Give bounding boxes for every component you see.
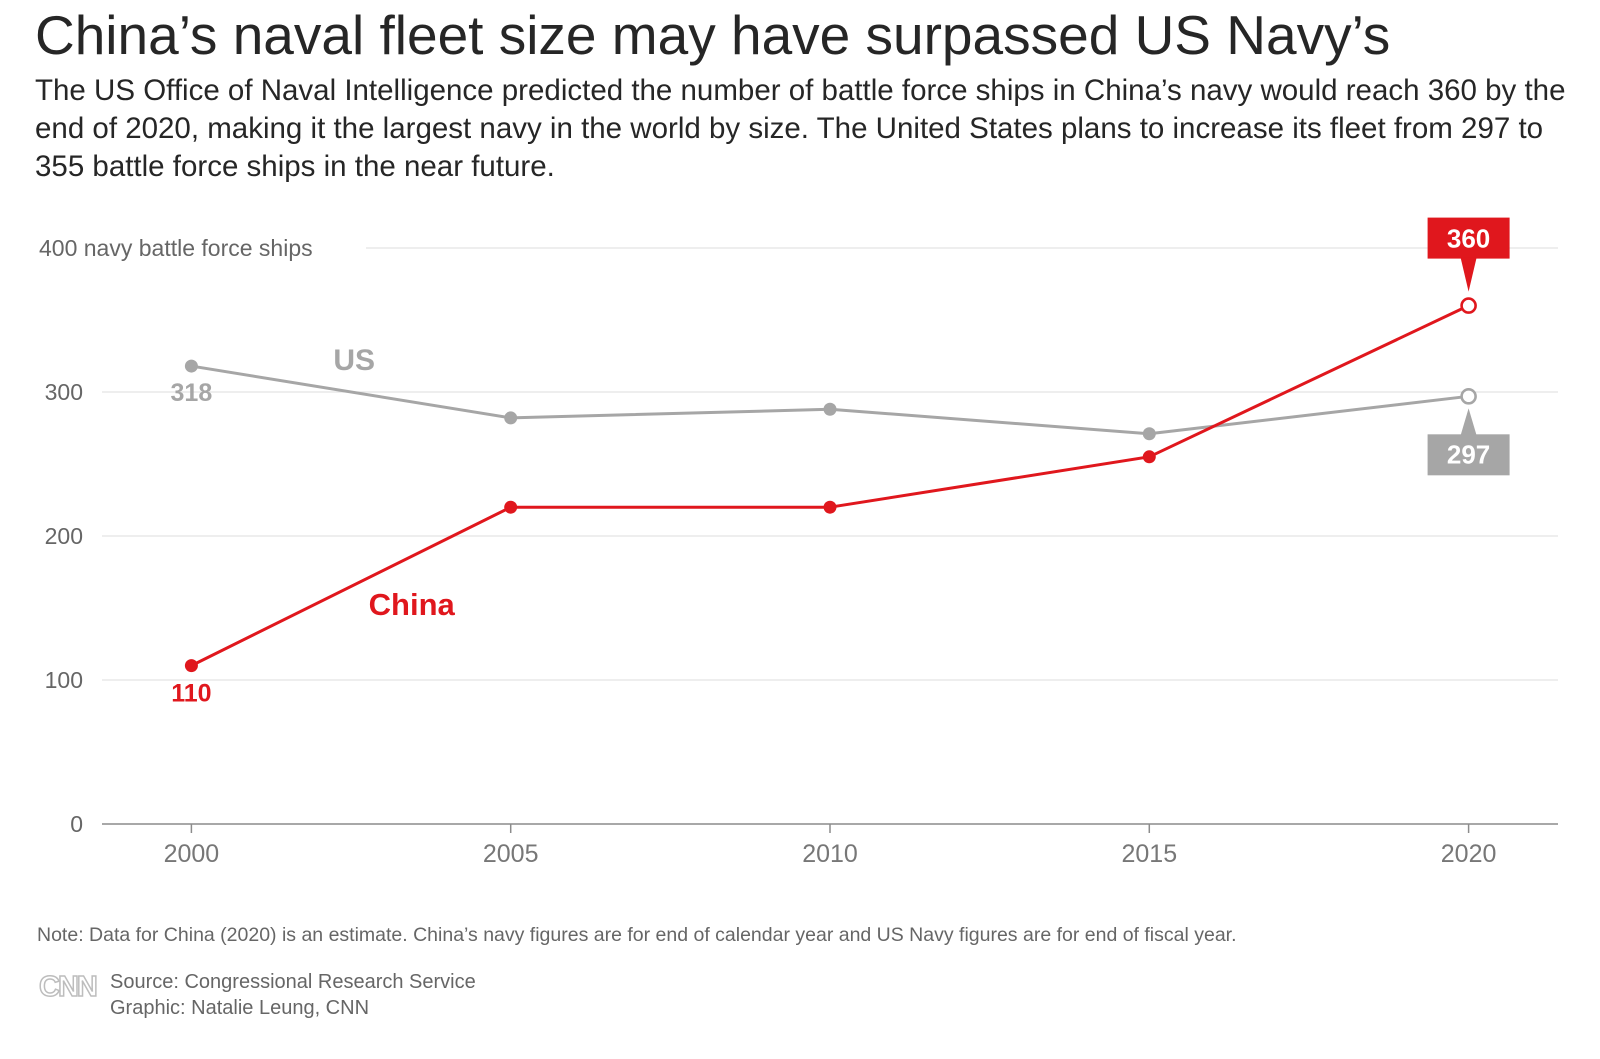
y-axis-title: 400 navy battle force ships <box>39 235 313 261</box>
chart-title: China’s naval fleet size may have surpas… <box>35 4 1391 66</box>
source-text: Source: Congressional Research Service <box>110 971 476 993</box>
us-series-label: US <box>333 344 375 377</box>
us-point <box>823 402 837 416</box>
us-series-line <box>191 364 1469 436</box>
china-point <box>184 659 198 673</box>
y-tick-label: 200 <box>45 523 83 549</box>
credits: Source: Congressional Research Service G… <box>110 969 476 1021</box>
china-point <box>1460 297 1477 314</box>
x-tick-label: 2015 <box>1121 840 1177 868</box>
china-end-callout-box <box>1427 217 1510 259</box>
us-end-callout-box <box>1427 434 1510 476</box>
china-point <box>823 500 837 514</box>
china-series-label: China <box>369 587 456 622</box>
x-tick-label: 2020 <box>1441 840 1497 868</box>
y-tick-label: 300 <box>45 379 83 405</box>
x-tick-label: 2005 <box>483 840 539 868</box>
y-tick-label: 0 <box>70 811 83 837</box>
us-end-value-label: 297 <box>1447 439 1490 469</box>
y-tick-label: 100 <box>45 667 83 693</box>
chart-subtitle: The US Office of Naval Intelligence pred… <box>35 74 1566 183</box>
china-start-value-label: 110 <box>171 680 211 708</box>
china-point <box>1142 450 1156 464</box>
x-tick-label: 2000 <box>164 840 220 868</box>
cnn-logo: CNN <box>38 971 98 1003</box>
us-end-callout-pointer <box>1460 408 1477 436</box>
line-chart: 0 100 200 300 400 navy battle force ships 200… <box>39 217 1558 868</box>
china-end-value-label: 360 <box>1447 224 1490 254</box>
graphic-credit: Graphic: Natalie Leung, CNN <box>110 997 370 1019</box>
us-start-value-label: 318 <box>171 379 213 407</box>
china-end-callout-pointer <box>1460 257 1477 292</box>
us-point <box>1142 427 1156 441</box>
x-tick-label: 2010 <box>802 840 858 868</box>
china-point <box>504 500 518 514</box>
footnote: Note: Data for China (2020) is an estima… <box>37 924 1237 946</box>
us-point <box>1460 388 1477 405</box>
us-point <box>184 359 198 373</box>
us-point <box>504 411 518 425</box>
